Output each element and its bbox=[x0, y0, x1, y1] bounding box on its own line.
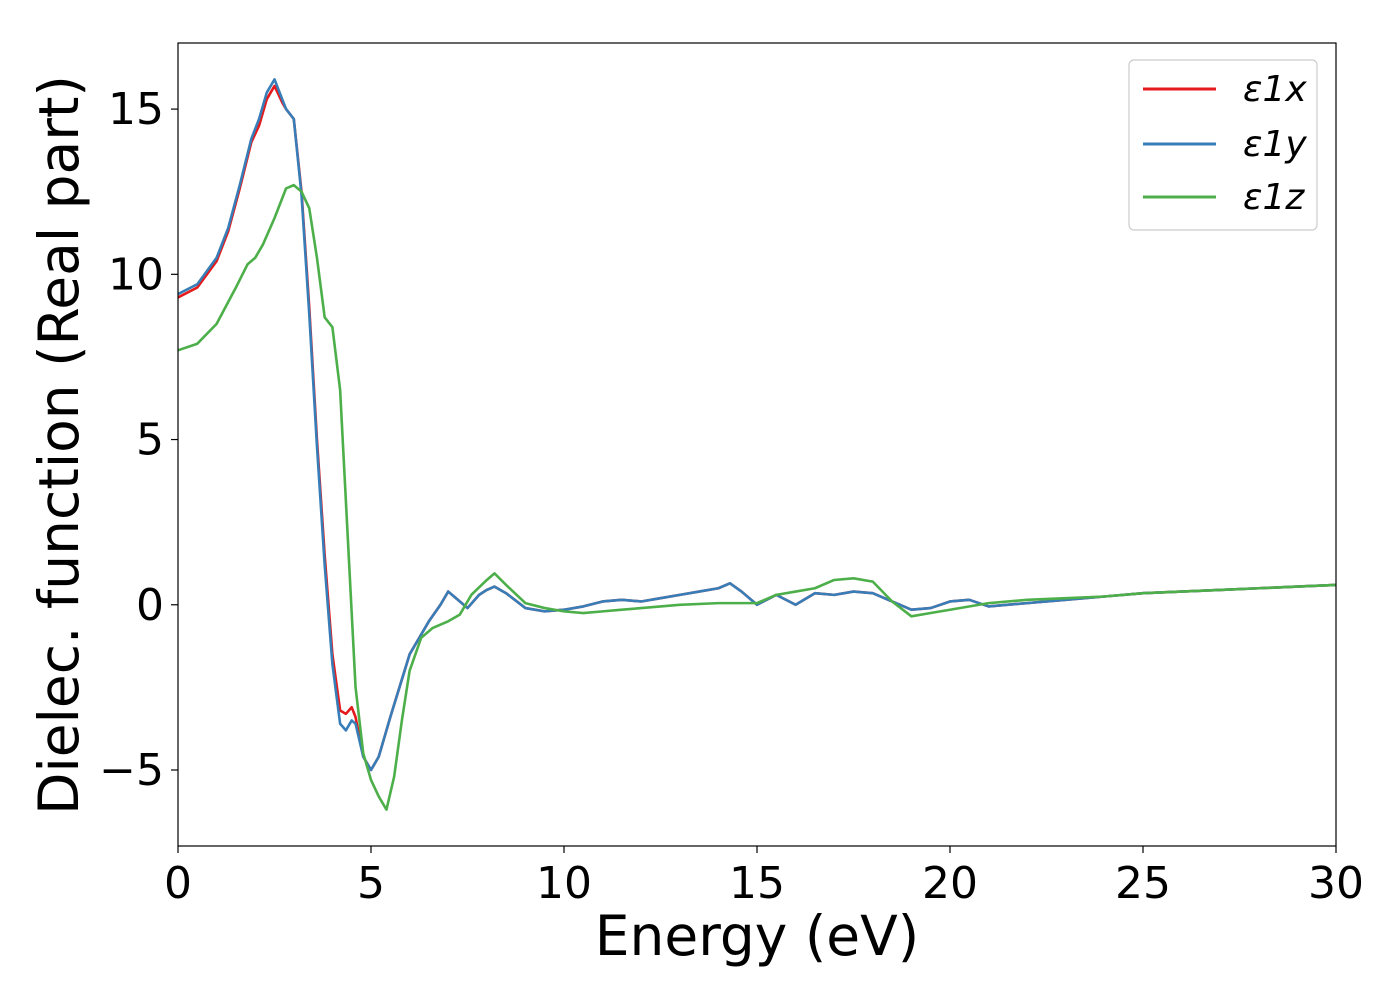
series-line-2 bbox=[178, 183, 1336, 811]
x-axis-title: Energy (eV) bbox=[595, 904, 919, 968]
x-tick-label: 0 bbox=[164, 858, 192, 909]
legend-label-series-1: ε1y bbox=[1243, 124, 1307, 165]
y-tick-label: −5 bbox=[99, 745, 164, 796]
legend: ε1x ε1y ε1z bbox=[1128, 59, 1318, 231]
x-tick-label: 15 bbox=[729, 858, 785, 909]
legend-box bbox=[1128, 59, 1318, 231]
x-tick-label: 20 bbox=[922, 858, 978, 909]
y-tick-label: 5 bbox=[136, 415, 164, 466]
y-tick-label: 0 bbox=[136, 580, 164, 631]
y-tick-label: 15 bbox=[108, 84, 164, 135]
legend-label-series-0: ε1x bbox=[1243, 69, 1307, 110]
series-layer bbox=[178, 78, 1336, 811]
y-tick-label: 10 bbox=[108, 249, 164, 300]
x-tick-label: 30 bbox=[1308, 858, 1364, 909]
series-line-1 bbox=[178, 78, 1336, 772]
y-axis-title: Dielec. function (Real part) bbox=[27, 75, 91, 815]
x-tick-label: 10 bbox=[536, 858, 592, 909]
x-tick-label: 25 bbox=[1115, 858, 1171, 909]
y-axis: −5 0 5 10 15 bbox=[99, 84, 178, 796]
x-axis: 0 5 10 15 20 25 30 bbox=[164, 846, 1364, 909]
x-tick-label: 5 bbox=[357, 858, 385, 909]
legend-label-series-2: ε1z bbox=[1243, 177, 1305, 218]
